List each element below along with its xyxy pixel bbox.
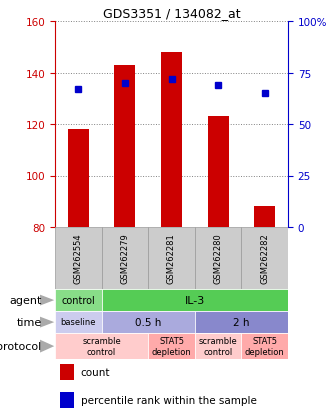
- Bar: [60, 392, 74, 408]
- Polygon shape: [40, 340, 54, 353]
- Polygon shape: [40, 317, 54, 328]
- Bar: [102, 311, 195, 333]
- Bar: [60, 365, 74, 380]
- Text: scramble
control: scramble control: [82, 337, 121, 356]
- Text: baseline: baseline: [61, 318, 96, 327]
- Bar: [102, 228, 148, 289]
- Bar: [195, 228, 241, 289]
- Text: STAT5
depletion: STAT5 depletion: [245, 337, 285, 356]
- Bar: [195, 311, 288, 333]
- Text: scramble
control: scramble control: [199, 337, 237, 356]
- Text: time: time: [16, 317, 42, 327]
- Bar: [195, 333, 241, 359]
- Text: GSM262279: GSM262279: [121, 233, 130, 284]
- Bar: [55, 289, 102, 311]
- Text: count: count: [81, 367, 110, 377]
- Text: IL-3: IL-3: [185, 295, 205, 305]
- Text: GDS3351 / 134082_at: GDS3351 / 134082_at: [103, 7, 240, 20]
- Bar: [148, 333, 195, 359]
- Bar: [55, 311, 102, 333]
- Text: control: control: [61, 295, 95, 305]
- Text: GSM262554: GSM262554: [74, 233, 83, 284]
- Bar: [207, 117, 228, 228]
- Bar: [102, 289, 288, 311]
- Text: 2 h: 2 h: [233, 317, 250, 327]
- Text: GSM262281: GSM262281: [167, 233, 176, 284]
- Bar: [55, 333, 148, 359]
- Bar: [148, 228, 195, 289]
- Polygon shape: [40, 295, 54, 306]
- Text: GSM262280: GSM262280: [213, 233, 222, 284]
- Bar: [55, 228, 102, 289]
- Bar: [254, 207, 275, 228]
- Bar: [68, 130, 89, 228]
- Bar: [115, 66, 136, 228]
- Text: 0.5 h: 0.5 h: [135, 317, 162, 327]
- Text: agent: agent: [9, 295, 42, 305]
- Text: STAT5
depletion: STAT5 depletion: [152, 337, 191, 356]
- Bar: [161, 53, 182, 228]
- Text: percentile rank within the sample: percentile rank within the sample: [81, 395, 256, 405]
- Bar: [241, 228, 288, 289]
- Text: GSM262282: GSM262282: [260, 233, 269, 284]
- Text: protocol: protocol: [0, 341, 42, 351]
- Bar: [241, 333, 288, 359]
